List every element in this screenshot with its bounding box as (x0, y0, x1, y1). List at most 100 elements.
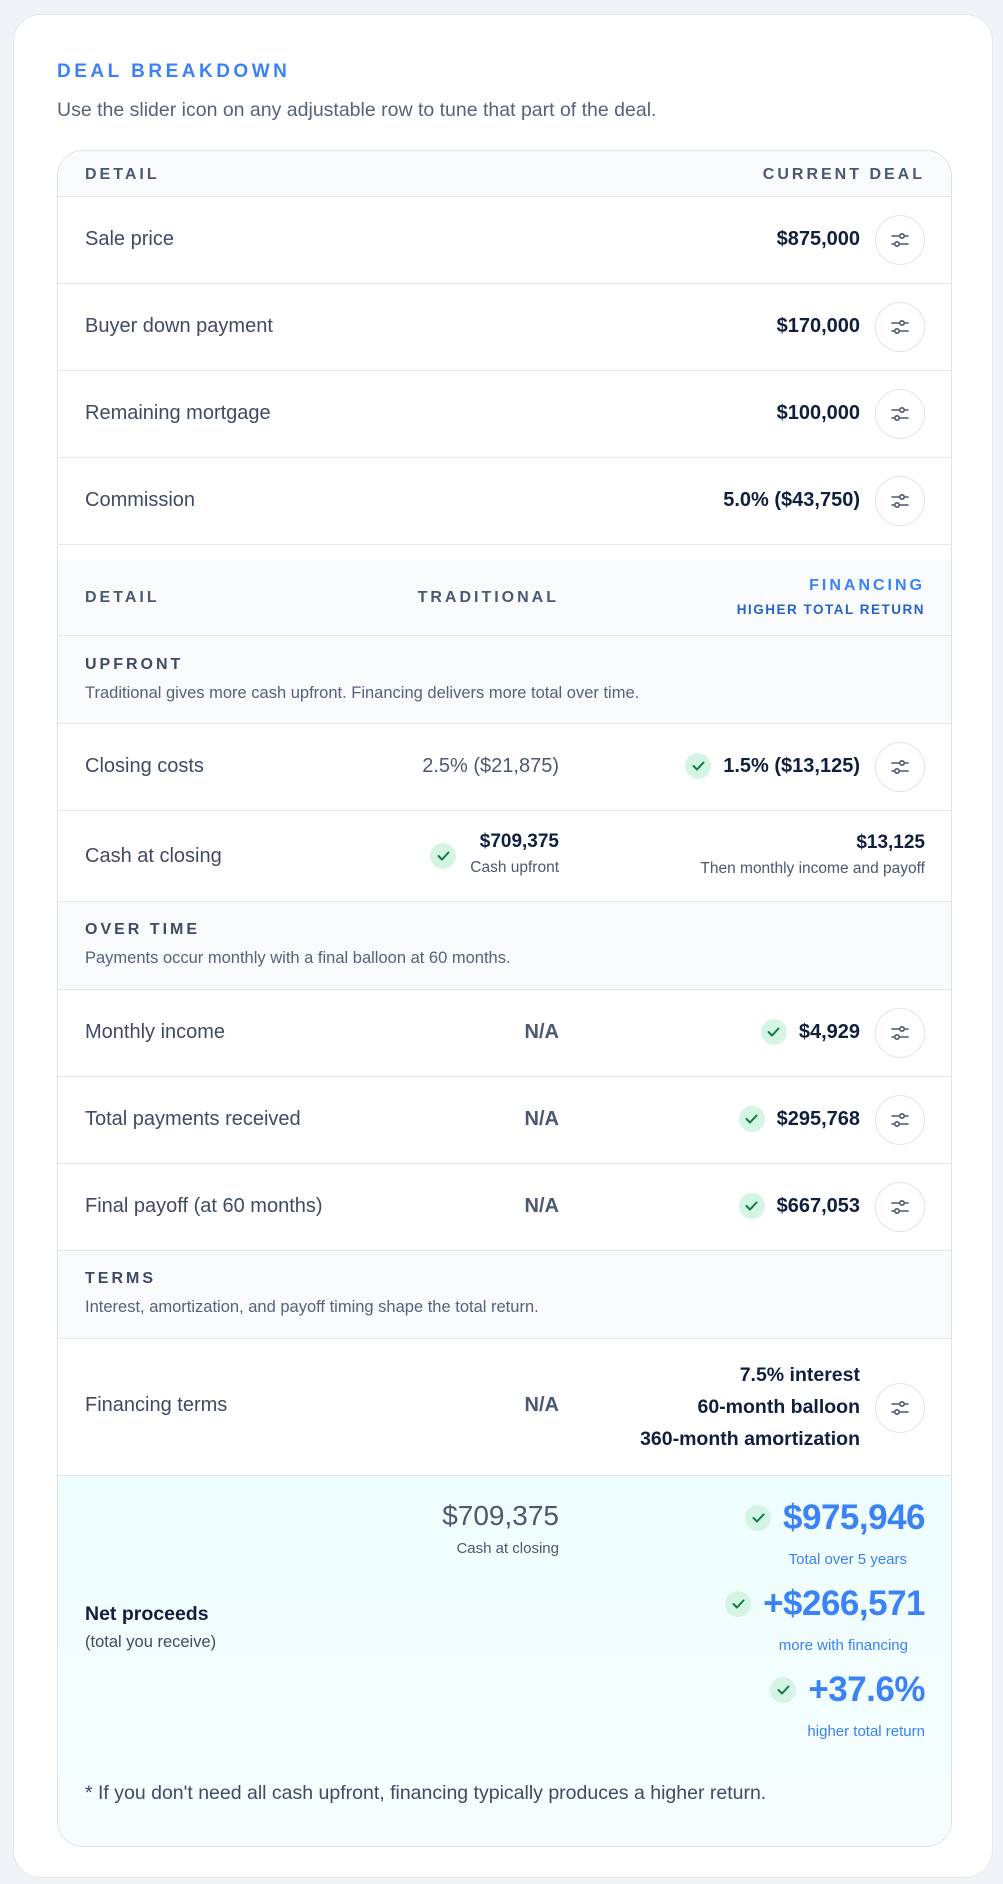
section-title: UPFRONT (85, 656, 184, 673)
sliders-icon[interactable] (875, 1182, 925, 1232)
row-closing-costs: Closing costs 2.5% ($21,875) 1.5% ($13,1… (58, 724, 951, 811)
traditional-net-value: $709,375 (442, 1500, 559, 1531)
row-cash-at-closing: Cash at closing $709,375 Cash upfront $1… (58, 811, 951, 902)
financing-diff: +$266,571 (725, 1584, 925, 1624)
terms-balloon: 60-month balloon (697, 1396, 861, 1418)
sliders-icon[interactable] (875, 389, 925, 439)
check-icon (430, 843, 457, 869)
col-current-deal: CURRENT DEAL (762, 166, 925, 183)
deal-table: DETAIL CURRENT DEAL Sale price $875,000 … (57, 150, 952, 1847)
check-icon (685, 753, 712, 779)
section-terms: TERMS Interest, amortization, and payoff… (58, 1251, 951, 1339)
row-remaining-mortgage: Remaining mortgage $100,000 (58, 371, 951, 458)
traditional-value: 2.5% ($21,875) (422, 755, 559, 777)
row-label: Monthly income (85, 1021, 226, 1043)
check-icon (725, 1591, 752, 1617)
row-value: 5.0% ($43,750) (723, 489, 860, 511)
financing-value: $667,053 (776, 1194, 860, 1217)
traditional-cell: $709,375 Cash upfront (430, 831, 559, 877)
financing-total: $975,946 (745, 1498, 925, 1538)
footnote: * If you don't need all cash upfront, fi… (85, 1782, 767, 1804)
row-total-payments: Total payments received N/A $295,768 (58, 1077, 951, 1164)
sliders-icon[interactable] (875, 1095, 925, 1145)
row-value: $875,000 (776, 228, 860, 250)
check-icon (738, 1106, 765, 1132)
section-description: Interest, amortization, and payoff timin… (85, 1298, 539, 1316)
section-subtitle: Use the slider icon on any adjustable ro… (57, 99, 657, 121)
section-title: TERMS (85, 1270, 156, 1287)
row-commission: Commission 5.0% ($43,750) (58, 458, 951, 545)
traditional-value: $709,375 (479, 831, 559, 852)
check-icon (745, 1505, 772, 1531)
net-proceeds-panel: Net proceeds (total you receive) $709,37… (58, 1476, 951, 1846)
section-description: Payments occur monthly with a final ball… (85, 949, 511, 967)
financing-diff-value: +$266,571 (763, 1584, 925, 1623)
financing-cell: $295,768 (738, 1106, 860, 1132)
financing-subtext: Then monthly income and payoff (700, 860, 925, 877)
traditional-net-subtext: Cash at closing (456, 1540, 559, 1557)
col-detail: DETAIL (85, 166, 160, 183)
financing-cell: $667,053 (738, 1193, 860, 1219)
check-icon (760, 1019, 787, 1045)
check-icon (738, 1193, 765, 1219)
row-label: Remaining mortgage (85, 402, 271, 424)
sliders-icon[interactable] (875, 1008, 925, 1058)
row-value: $170,000 (776, 315, 860, 337)
compare-header: DETAIL TRADITIONAL FINANCING HIGHER TOTA… (58, 560, 951, 636)
row-label: Commission (85, 489, 196, 511)
traditional-value: N/A (524, 1021, 559, 1043)
traditional-subtext: Cash upfront (470, 859, 559, 876)
deal-breakdown-card: DEAL BREAKDOWN Use the slider icon on an… (13, 14, 993, 1878)
section-eyebrow: DEAL BREAKDOWN (57, 61, 291, 82)
financing-pct-value: +37.6% (808, 1670, 925, 1709)
higher-return-badge: HIGHER TOTAL RETURN (736, 602, 925, 617)
traditional-value: N/A (524, 1108, 559, 1130)
terms-interest: 7.5% interest (739, 1364, 860, 1386)
terms-amortization: 360-month amortization (640, 1428, 860, 1450)
section-over-time: OVER TIME Payments occur monthly with a … (58, 902, 951, 990)
row-label: Cash at closing (85, 845, 222, 867)
sliders-icon[interactable] (875, 742, 925, 792)
row-label: Buyer down payment (85, 315, 273, 337)
sliders-icon[interactable] (875, 476, 925, 526)
financing-pct: +37.6% (770, 1670, 925, 1710)
row-monthly-income: Monthly income N/A $4,929 (58, 990, 951, 1077)
section-title: OVER TIME (85, 921, 201, 938)
row-label: Financing terms (85, 1394, 228, 1416)
traditional-value: N/A (524, 1394, 559, 1416)
row-sale-price: Sale price $875,000 (58, 197, 951, 284)
section-upfront: UPFRONT Traditional gives more cash upfr… (58, 636, 951, 724)
financing-terms-list: 7.5% interest 60-month balloon 360-month… (640, 1359, 860, 1455)
row-label: Closing costs (85, 755, 204, 777)
financing-value: $13,125 (856, 832, 925, 853)
financing-value: $295,768 (776, 1107, 860, 1130)
row-label: Sale price (85, 228, 174, 250)
current-deal-header: DETAIL CURRENT DEAL (58, 151, 951, 197)
sliders-icon[interactable] (875, 215, 925, 265)
row-final-payoff: Final payoff (at 60 months) N/A $667,053 (58, 1164, 951, 1251)
sliders-icon[interactable] (875, 302, 925, 352)
net-proceeds-sublabel: (total you receive) (85, 1633, 217, 1651)
financing-pct-subtext: higher total return (807, 1723, 925, 1740)
financing-value: $4,929 (798, 1020, 860, 1043)
row-buyer-down-payment: Buyer down payment $170,000 (58, 284, 951, 371)
financing-diff-subtext: more with financing (778, 1637, 908, 1654)
col-detail: DETAIL (85, 589, 160, 606)
traditional-net: $709,375 Cash at closing (442, 1500, 559, 1557)
check-icon (770, 1677, 797, 1703)
col-traditional: TRADITIONAL (417, 589, 559, 606)
sliders-icon[interactable] (875, 1383, 925, 1433)
col-financing: FINANCING (809, 577, 925, 594)
financing-cell: 1.5% ($13,125) (685, 753, 860, 779)
financing-total-subtext: Total over 5 years (788, 1551, 907, 1568)
row-label: Final payoff (at 60 months) (85, 1195, 323, 1217)
financing-value: 1.5% ($13,125) (723, 754, 860, 777)
section-description: Traditional gives more cash upfront. Fin… (85, 684, 640, 702)
section-spacer (58, 545, 951, 560)
financing-cell: $4,929 (760, 1019, 860, 1045)
row-value: $100,000 (776, 402, 860, 424)
row-financing-terms: Financing terms N/A 7.5% interest 60-mon… (58, 1339, 951, 1476)
traditional-value: N/A (524, 1195, 559, 1217)
row-label: Total payments received (85, 1108, 301, 1130)
financing-cell: $13,125 Then monthly income and payoff (700, 832, 925, 878)
